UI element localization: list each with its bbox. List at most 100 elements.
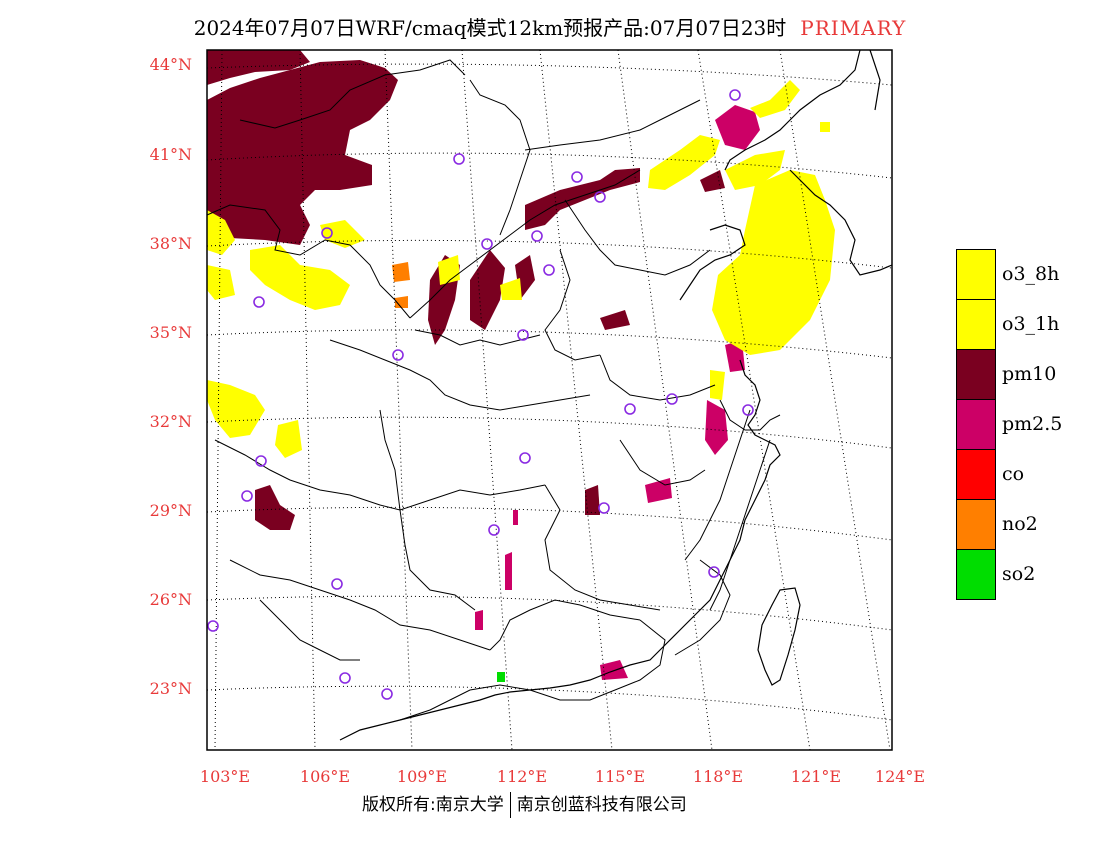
o3-patch <box>438 255 460 285</box>
station-marker <box>531 230 543 242</box>
station-marker <box>571 171 583 183</box>
station-marker <box>241 490 253 502</box>
legend-label: so2 <box>1002 563 1036 585</box>
o3-patch <box>250 245 350 310</box>
lat-label: 26°N <box>150 590 192 609</box>
lon-label: 115°E <box>595 767 645 786</box>
copyright-footer: 版权所有:南京大学 南京创蓝科技有限公司 <box>362 790 687 818</box>
o3-patch <box>820 122 830 132</box>
station-marker <box>207 620 219 632</box>
station-marker <box>381 688 393 700</box>
legend-swatch <box>956 449 996 499</box>
legend-swatch <box>956 499 996 549</box>
pm25-patch <box>505 552 512 590</box>
coastline <box>339 49 893 741</box>
station-markers <box>207 89 754 700</box>
pollutant-legend: o3_8h o3_1h pm10 pm2.5 co no2 so2 <box>956 249 1096 600</box>
legend-item-co: co <box>956 449 1096 499</box>
station-marker <box>729 89 741 101</box>
o3-patch <box>275 420 302 458</box>
legend-swatch <box>956 249 996 299</box>
legend-item-no2: no2 <box>956 499 1096 549</box>
legend-label: o3_8h <box>1002 263 1060 285</box>
taiwan-outline <box>757 587 801 686</box>
station-marker <box>331 578 343 590</box>
legend-swatch <box>956 349 996 399</box>
pm10-patch <box>525 168 640 230</box>
legend-label: no2 <box>1002 513 1038 535</box>
station-marker <box>453 153 465 165</box>
pm10-patch <box>600 310 630 330</box>
pm10-patch <box>470 250 505 330</box>
so2-patch <box>497 672 505 682</box>
legend-item-o3-8h: o3_8h <box>956 249 1096 299</box>
o3-patch <box>207 265 235 300</box>
pm25-patch <box>645 478 672 503</box>
longitude-labels: 103°E 106°E 109°E 112°E 115°E 118°E 121°… <box>200 767 925 786</box>
o3-patch <box>712 170 835 355</box>
station-marker <box>598 502 610 514</box>
station-marker <box>519 452 531 464</box>
lat-label: 29°N <box>150 501 192 520</box>
station-marker <box>255 455 267 467</box>
title-tag: PRIMARY <box>800 16 907 40</box>
pm25-patch <box>475 610 483 630</box>
station-marker <box>392 349 404 361</box>
station-marker <box>481 238 493 250</box>
station-marker <box>624 403 636 415</box>
legend-item-pm25: pm2.5 <box>956 399 1096 449</box>
lon-label: 106°E <box>300 767 350 786</box>
legend-label: pm2.5 <box>1002 413 1063 435</box>
lat-label: 23°N <box>150 679 192 698</box>
pollution-patches <box>207 50 835 682</box>
footer-divider <box>509 792 511 818</box>
graticule <box>206 49 893 751</box>
latitude-labels: 44°N 41°N 38°N 35°N 32°N 29°N 26°N 23°N <box>150 55 192 698</box>
station-marker <box>666 393 678 405</box>
pm10-patch <box>585 485 600 515</box>
pm25-patch <box>513 510 518 525</box>
o3-patch <box>725 150 785 190</box>
legend-swatch <box>956 299 996 349</box>
lon-label: 109°E <box>397 767 447 786</box>
o3-patch <box>207 210 235 255</box>
station-marker <box>543 264 555 276</box>
lat-label: 44°N <box>150 55 192 74</box>
lon-label: 103°E <box>200 767 250 786</box>
map-title: 2024年07月07日WRF/cmaq模式12km预报产品:07月07日23时 P… <box>0 12 1100 41</box>
station-marker <box>339 672 351 684</box>
footer-right: 南京创蓝科技有限公司 <box>516 795 687 815</box>
pm10-patch <box>700 170 725 192</box>
no2-patch <box>392 262 410 282</box>
footer-left: 版权所有:南京大学 <box>362 795 504 815</box>
legend-item-o3-1h: o3_1h <box>956 299 1096 349</box>
legend-label: pm10 <box>1002 363 1057 385</box>
legend-label: co <box>1002 463 1025 485</box>
station-marker <box>517 329 529 341</box>
station-marker <box>321 227 333 239</box>
lat-label: 32°N <box>150 412 192 431</box>
station-marker <box>488 524 500 536</box>
pm25-patch <box>715 105 760 150</box>
pm25-patch <box>705 400 728 455</box>
pm10-patch <box>207 50 310 85</box>
legend-label: o3_1h <box>1002 313 1060 335</box>
station-marker <box>594 191 606 203</box>
map-frame <box>206 49 893 751</box>
pm10-patch <box>255 485 295 530</box>
o3-patch <box>648 135 720 190</box>
station-marker <box>742 404 754 416</box>
legend-swatch <box>956 549 996 600</box>
lat-label: 35°N <box>150 323 192 342</box>
station-marker <box>708 566 720 578</box>
legend-item-pm10: pm10 <box>956 349 1096 399</box>
lon-label: 121°E <box>791 767 841 786</box>
lat-label: 38°N <box>150 234 192 253</box>
lon-label: 118°E <box>693 767 743 786</box>
title-main: 2024年07月07日WRF/cmaq模式12km预报产品:07月07日23时 <box>193 16 787 40</box>
legend-item-so2: so2 <box>956 549 1096 600</box>
o3-patch <box>750 80 800 118</box>
pm10-patch <box>207 60 398 245</box>
lat-label: 41°N <box>150 145 192 164</box>
